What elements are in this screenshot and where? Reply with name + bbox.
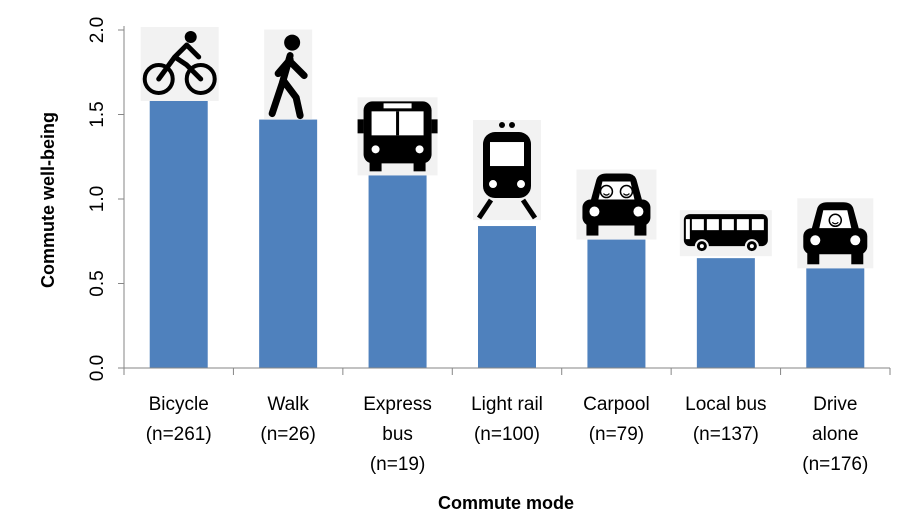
- x-label-line: (n=100): [474, 424, 540, 445]
- x-label-line: (n=137): [693, 424, 759, 445]
- bar-express-bus: [368, 175, 427, 368]
- bars: [149, 100, 865, 368]
- x-label-line: (n=19): [370, 454, 425, 475]
- train-icon: [473, 120, 541, 221]
- bar-light-rail: [478, 226, 536, 368]
- x-label-line: (n=79): [589, 424, 644, 445]
- x-label-line: Express: [363, 394, 432, 415]
- pedestrian-icon: [264, 29, 313, 120]
- bar-local-bus: [696, 258, 755, 368]
- x-label-line: Local bus: [685, 394, 766, 415]
- x-label-line: (n=176): [802, 454, 868, 475]
- x-label-local-bus: Local bus (n=137): [685, 394, 766, 445]
- x-label-line: Drive: [813, 394, 857, 415]
- x-label-drive-alone: Drive alone (n=176): [802, 394, 868, 475]
- bar-carpool: [587, 239, 646, 368]
- x-label-carpool: Carpool (n=79): [583, 394, 650, 445]
- bus-front-icon: [357, 97, 438, 176]
- car-icon: [797, 198, 874, 269]
- y-tick-label: 0.0: [87, 355, 108, 381]
- axes: [123, 26, 891, 375]
- x-label-line: (n=26): [260, 424, 315, 445]
- x-label-line: bus: [382, 424, 413, 445]
- bar-bicycle: [149, 100, 208, 368]
- bicycle-icon: [140, 26, 219, 101]
- y-axis-title: Commute well-being: [38, 112, 58, 288]
- x-label-bicycle: Bicycle (n=261): [146, 394, 212, 445]
- y-tick-label: 1.5: [87, 101, 108, 127]
- x-axis-labels: Bicycle (n=261) Walk (n=26) Express bus (n=19)…: [146, 394, 869, 475]
- x-label-line: Bicycle: [149, 394, 209, 415]
- x-axis-title: Commute mode: [438, 493, 574, 513]
- x-label-line: (n=261): [146, 424, 212, 445]
- bar-walk: [259, 119, 318, 368]
- x-label-line: Carpool: [583, 394, 650, 415]
- x-label-line: Light rail: [471, 394, 543, 415]
- y-tick-label: 0.5: [87, 270, 108, 296]
- y-tick-label: 1.0: [87, 186, 108, 212]
- x-label-walk: Walk (n=26): [260, 394, 315, 445]
- bar-drive-alone: [806, 268, 865, 368]
- bus-side-icon: [679, 210, 772, 257]
- carpool-car-icon: [576, 169, 657, 240]
- y-axis-ticks: 0.0 0.5 1.0 1.5 2.0: [87, 17, 124, 381]
- x-label-line: Walk: [267, 394, 309, 415]
- x-label-line: alone: [812, 424, 859, 445]
- mode-icons: [140, 26, 874, 269]
- x-label-express-bus: Express bus (n=19): [363, 394, 432, 475]
- y-tick-label: 2.0: [87, 17, 108, 43]
- x-label-light-rail: Light rail (n=100): [471, 394, 543, 445]
